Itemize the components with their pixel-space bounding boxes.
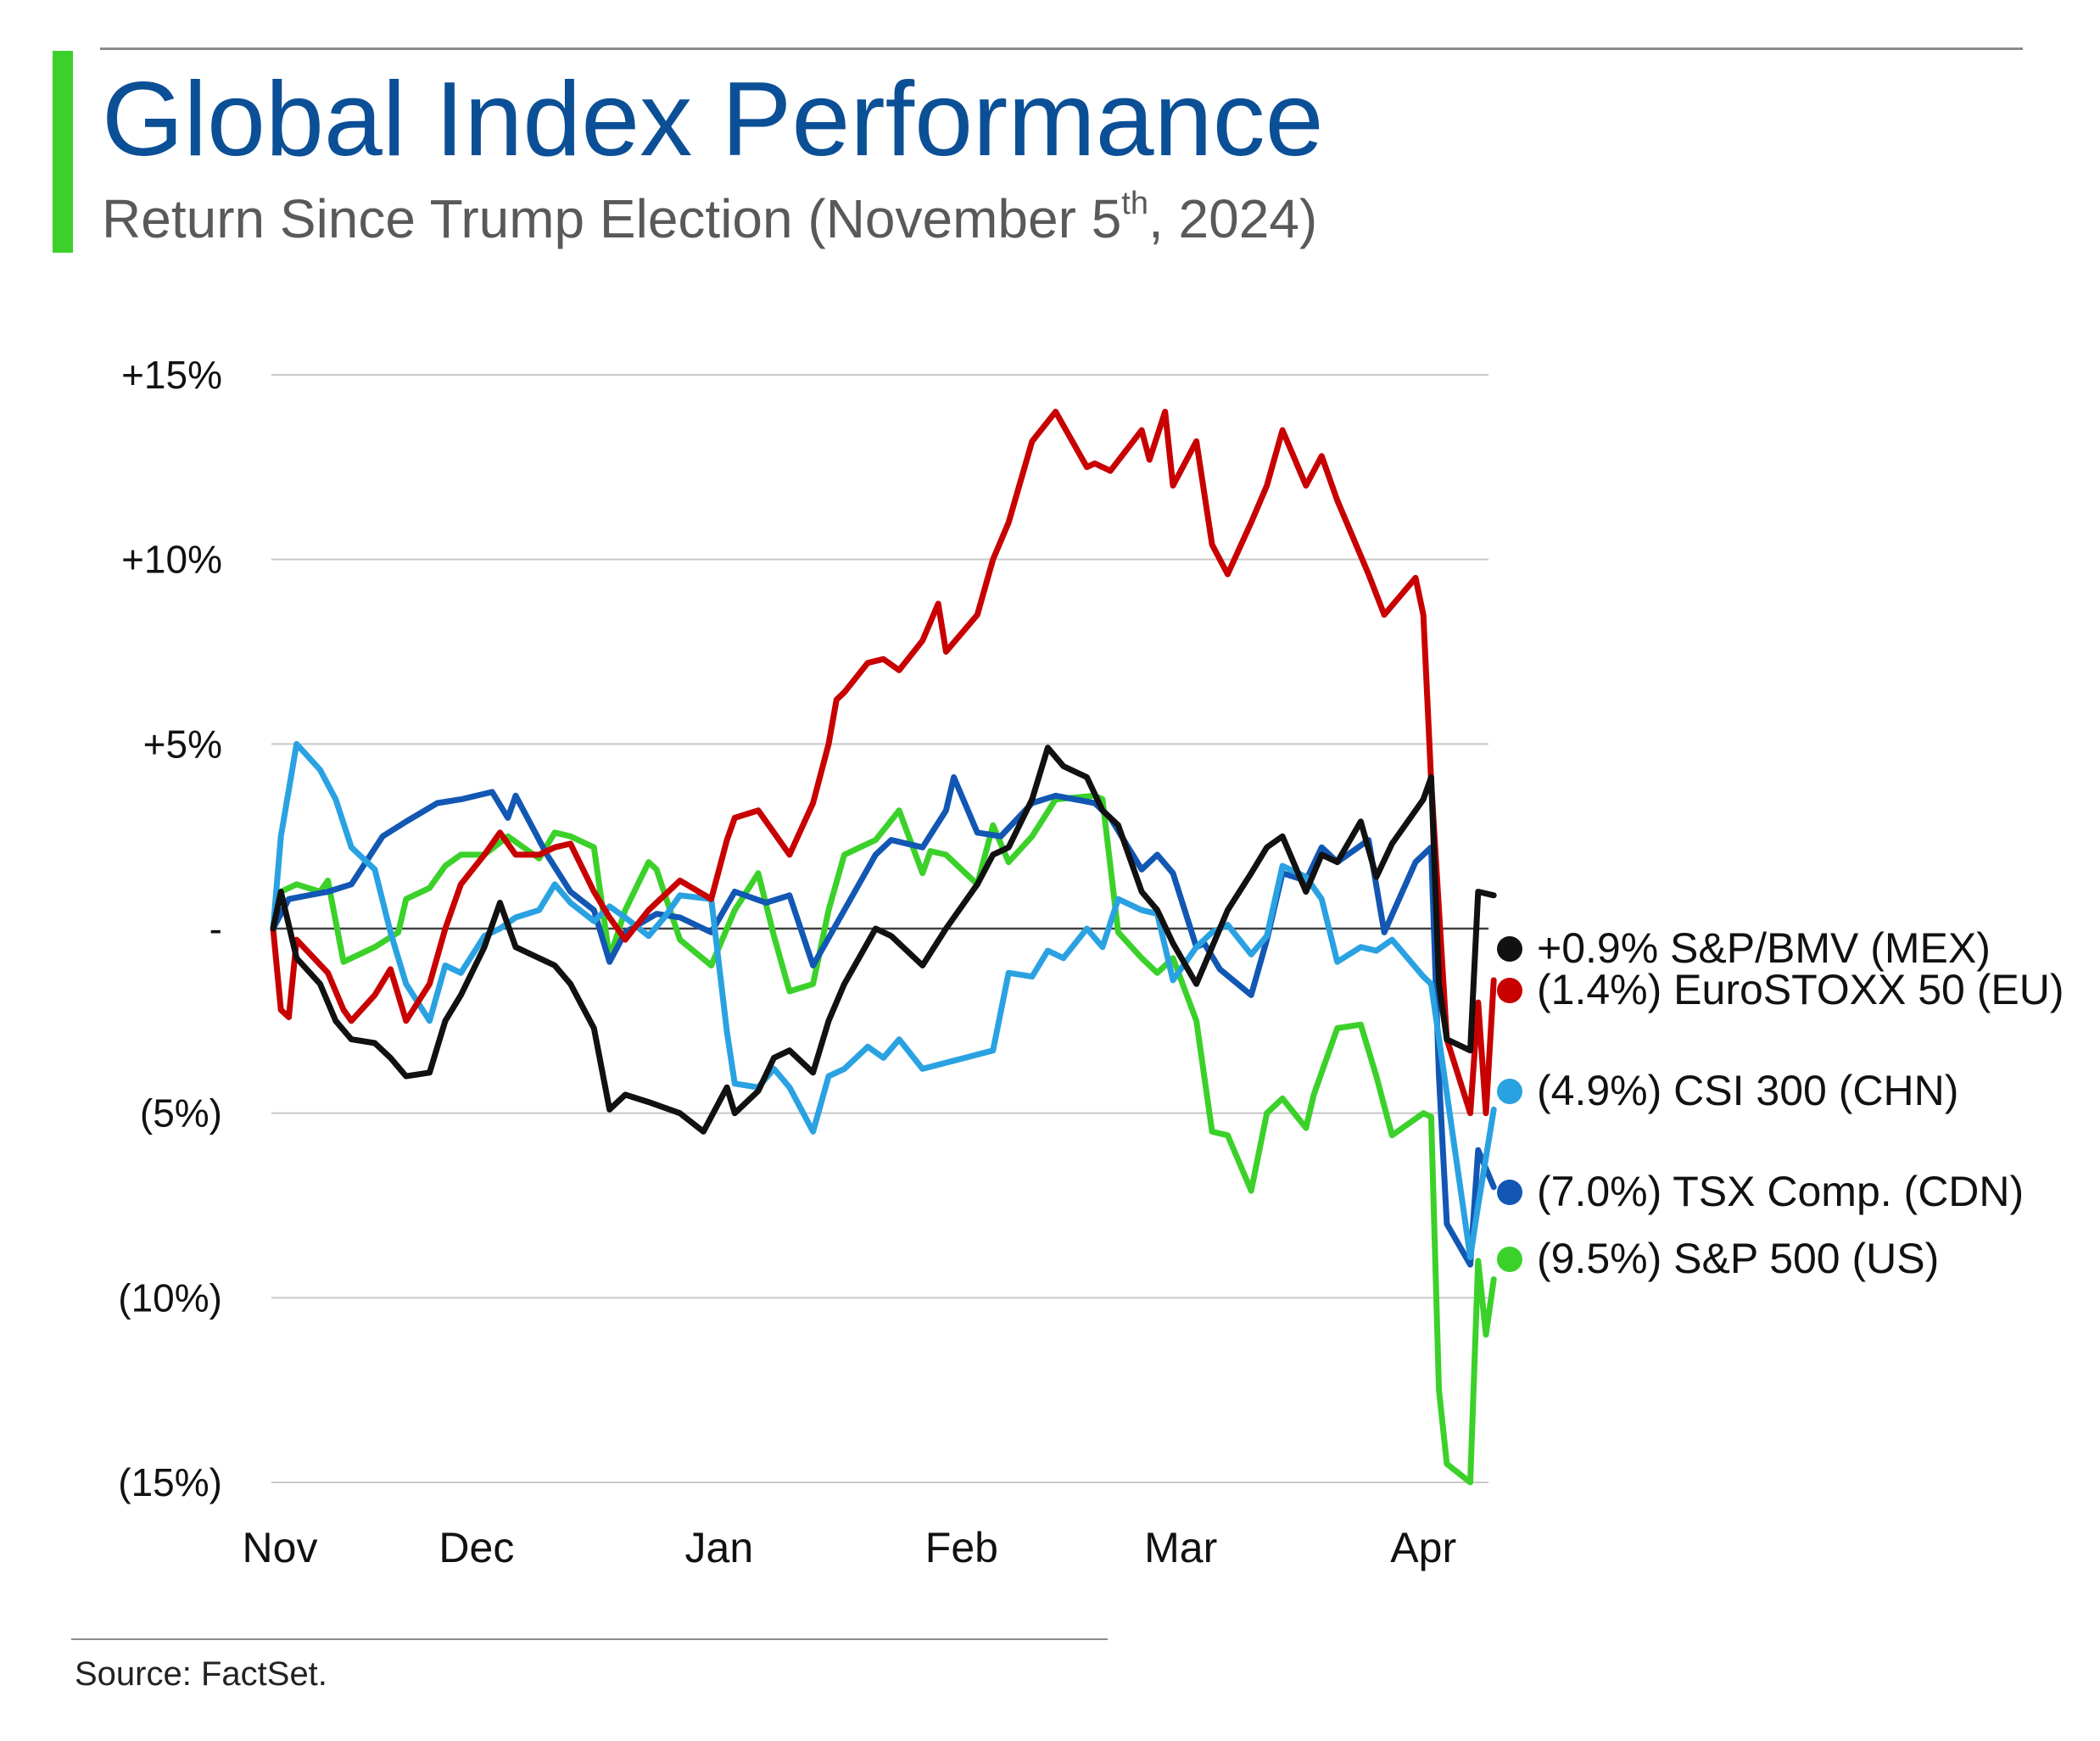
page-title: Global Index Performance xyxy=(102,61,1324,178)
series-line-csi-300-chn xyxy=(270,740,1497,1260)
series-line-eurostoxx-50-eu xyxy=(270,409,1497,1117)
y-tick-label: (10%) xyxy=(118,1275,222,1320)
source-note: Source: FactSet. xyxy=(75,1655,327,1693)
y-tick-label: - xyxy=(209,907,222,951)
y-tick-label: +15% xyxy=(121,353,222,397)
grid-layer: +15% +10% +5% - (5%) (10%) (15%) Nov Dec Jan Feb Ma… xyxy=(118,353,1488,1571)
legend-label: (9.5%) S&P 500 (US) xyxy=(1537,1235,1939,1282)
series-line-tsx-comp-cdn xyxy=(270,774,1497,1268)
legend-dot xyxy=(1497,1079,1522,1104)
series-line-s-p-bmv-mex xyxy=(270,745,1497,1135)
legend-dot xyxy=(1497,1180,1522,1205)
x-tick-label: Jan xyxy=(685,1524,754,1571)
legend-label: (1.4%) EuroSTOXX 50 (EU) xyxy=(1537,966,2064,1013)
x-tick-label: Apr xyxy=(1390,1524,1456,1571)
y-tick-label: +10% xyxy=(121,538,222,582)
x-tick-label: Dec xyxy=(438,1524,514,1571)
legend-dot xyxy=(1497,978,1522,1003)
legend-label: (7.0%) TSX Comp. (CDN) xyxy=(1537,1168,2024,1215)
legend-layer: (9.5%) S&P 500 (US) (7.0%) TSX Comp. (CDN… xyxy=(1497,924,2064,1282)
source-rule xyxy=(71,1638,1108,1640)
y-tick-label: +5% xyxy=(143,722,222,766)
series-line-s-p-500-us xyxy=(270,792,1497,1486)
subtitle-end: , 2024) xyxy=(1148,188,1318,249)
legend-dot xyxy=(1497,936,1522,962)
subtitle-superscript: th xyxy=(1121,186,1148,221)
x-tick-label: Feb xyxy=(925,1524,998,1571)
subtitle-main: Return Since Trump Election (November 5 xyxy=(102,188,1122,249)
top-rule xyxy=(100,47,2023,50)
legend-dot xyxy=(1497,1247,1522,1272)
page-subtitle: Return Since Trump Election (November 5t… xyxy=(102,186,1318,251)
legend-label: (4.9%) CSI 300 (CHN) xyxy=(1537,1067,1958,1114)
x-tick-label: Nov xyxy=(243,1524,318,1571)
y-tick-label: (15%) xyxy=(118,1460,222,1504)
series-layer xyxy=(270,409,1497,1486)
legend-label: +0.9% S&P/BMV (MEX) xyxy=(1537,924,1991,972)
x-tick-label: Mar xyxy=(1144,1524,1217,1571)
y-tick-label: (5%) xyxy=(140,1091,222,1136)
title-accent-bar xyxy=(53,51,73,253)
